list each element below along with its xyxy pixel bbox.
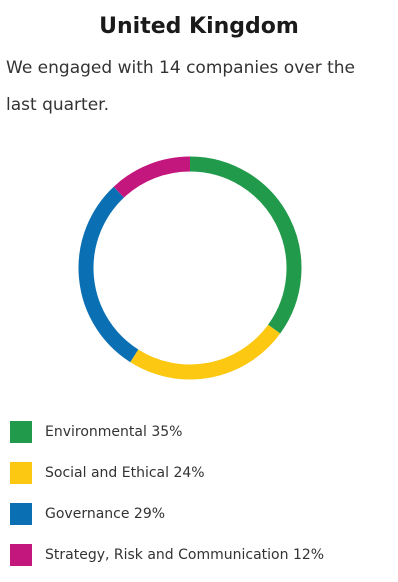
donut-slice-social-and-ethical	[130, 324, 281, 380]
legend-label: Governance 29%	[45, 506, 166, 522]
legend-label: Strategy, Risk and Communication 12%	[45, 547, 325, 563]
donut-chart	[78, 156, 302, 380]
page-title: United Kingdom	[99, 14, 299, 39]
donut-slice-environmental	[189, 156, 302, 334]
chart-legend: Environmental 35% Social and Ethical 24%…	[10, 418, 324, 582]
legend-item: Governance 29%	[10, 500, 324, 528]
legend-swatch	[10, 462, 32, 484]
donut-slice-strategy-risk-and-communication	[113, 156, 191, 198]
legend-swatch	[10, 421, 32, 443]
legend-swatch	[10, 544, 32, 566]
intro-text: We engaged with 14 companies over the la…	[6, 58, 356, 115]
legend-swatch	[10, 503, 32, 525]
donut-slice-governance	[78, 186, 139, 363]
legend-item: Social and Ethical 24%	[10, 459, 324, 487]
legend-item: Environmental 35%	[10, 418, 324, 446]
legend-item: Strategy, Risk and Communication 12%	[10, 541, 324, 569]
legend-label: Environmental 35%	[45, 424, 183, 440]
legend-label: Social and Ethical 24%	[45, 465, 205, 481]
